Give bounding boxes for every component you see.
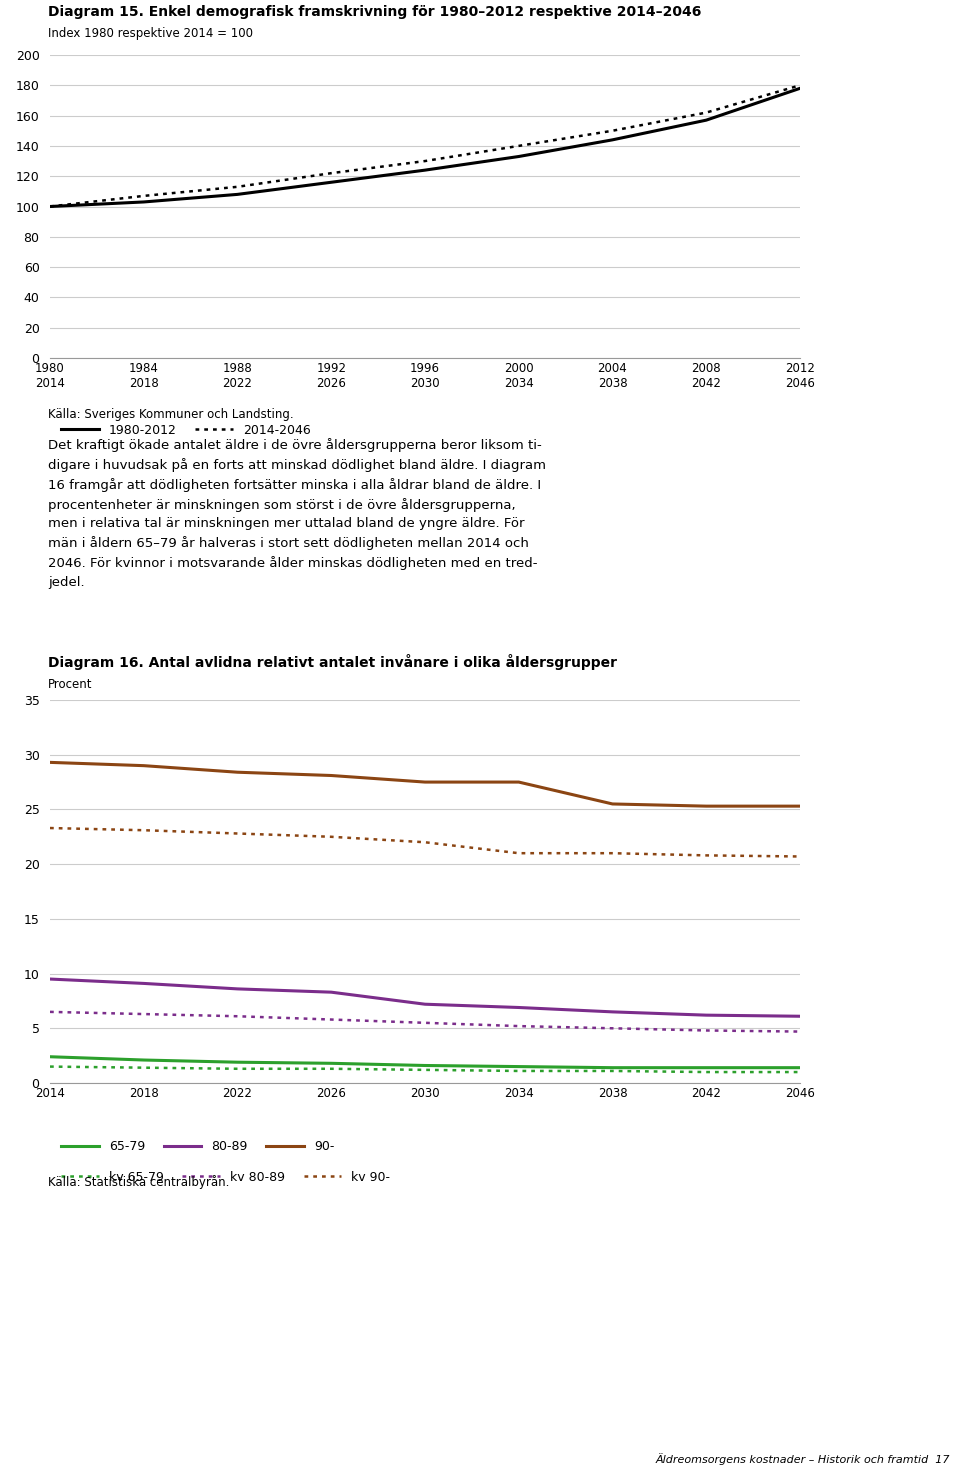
- Text: Index 1980 respektive 2014 = 100: Index 1980 respektive 2014 = 100: [48, 27, 253, 40]
- Text: Diagram 15. Enkel demografisk framskrivning för 1980–2012 respektive 2014–2046: Diagram 15. Enkel demografisk framskrivn…: [48, 4, 702, 19]
- Text: Procent: Procent: [48, 678, 92, 691]
- Legend: 1980-2012, 2014-2046: 1980-2012, 2014-2046: [57, 419, 316, 442]
- Text: Källa: Sveriges Kommuner och Landsting.: Källa: Sveriges Kommuner och Landsting.: [48, 408, 294, 422]
- Legend: kv 65-79, kv 80-89, kv 90-: kv 65-79, kv 80-89, kv 90-: [57, 1166, 396, 1190]
- Text: Det kraftigt ökade antalet äldre i de övre åldersgrupperna beror liksom ti-
diga: Det kraftigt ökade antalet äldre i de öv…: [48, 438, 546, 590]
- Text: Källa: Statistiska centralbyrån.: Källa: Statistiska centralbyrån.: [48, 1175, 229, 1190]
- Text: Diagram 16. Antal avlidna relativt antalet invånare i olika åldersgrupper: Diagram 16. Antal avlidna relativt antal…: [48, 654, 617, 671]
- Text: Äldreomsorgens kostnader – Historik och framtid  17: Äldreomsorgens kostnader – Historik och …: [656, 1453, 950, 1465]
